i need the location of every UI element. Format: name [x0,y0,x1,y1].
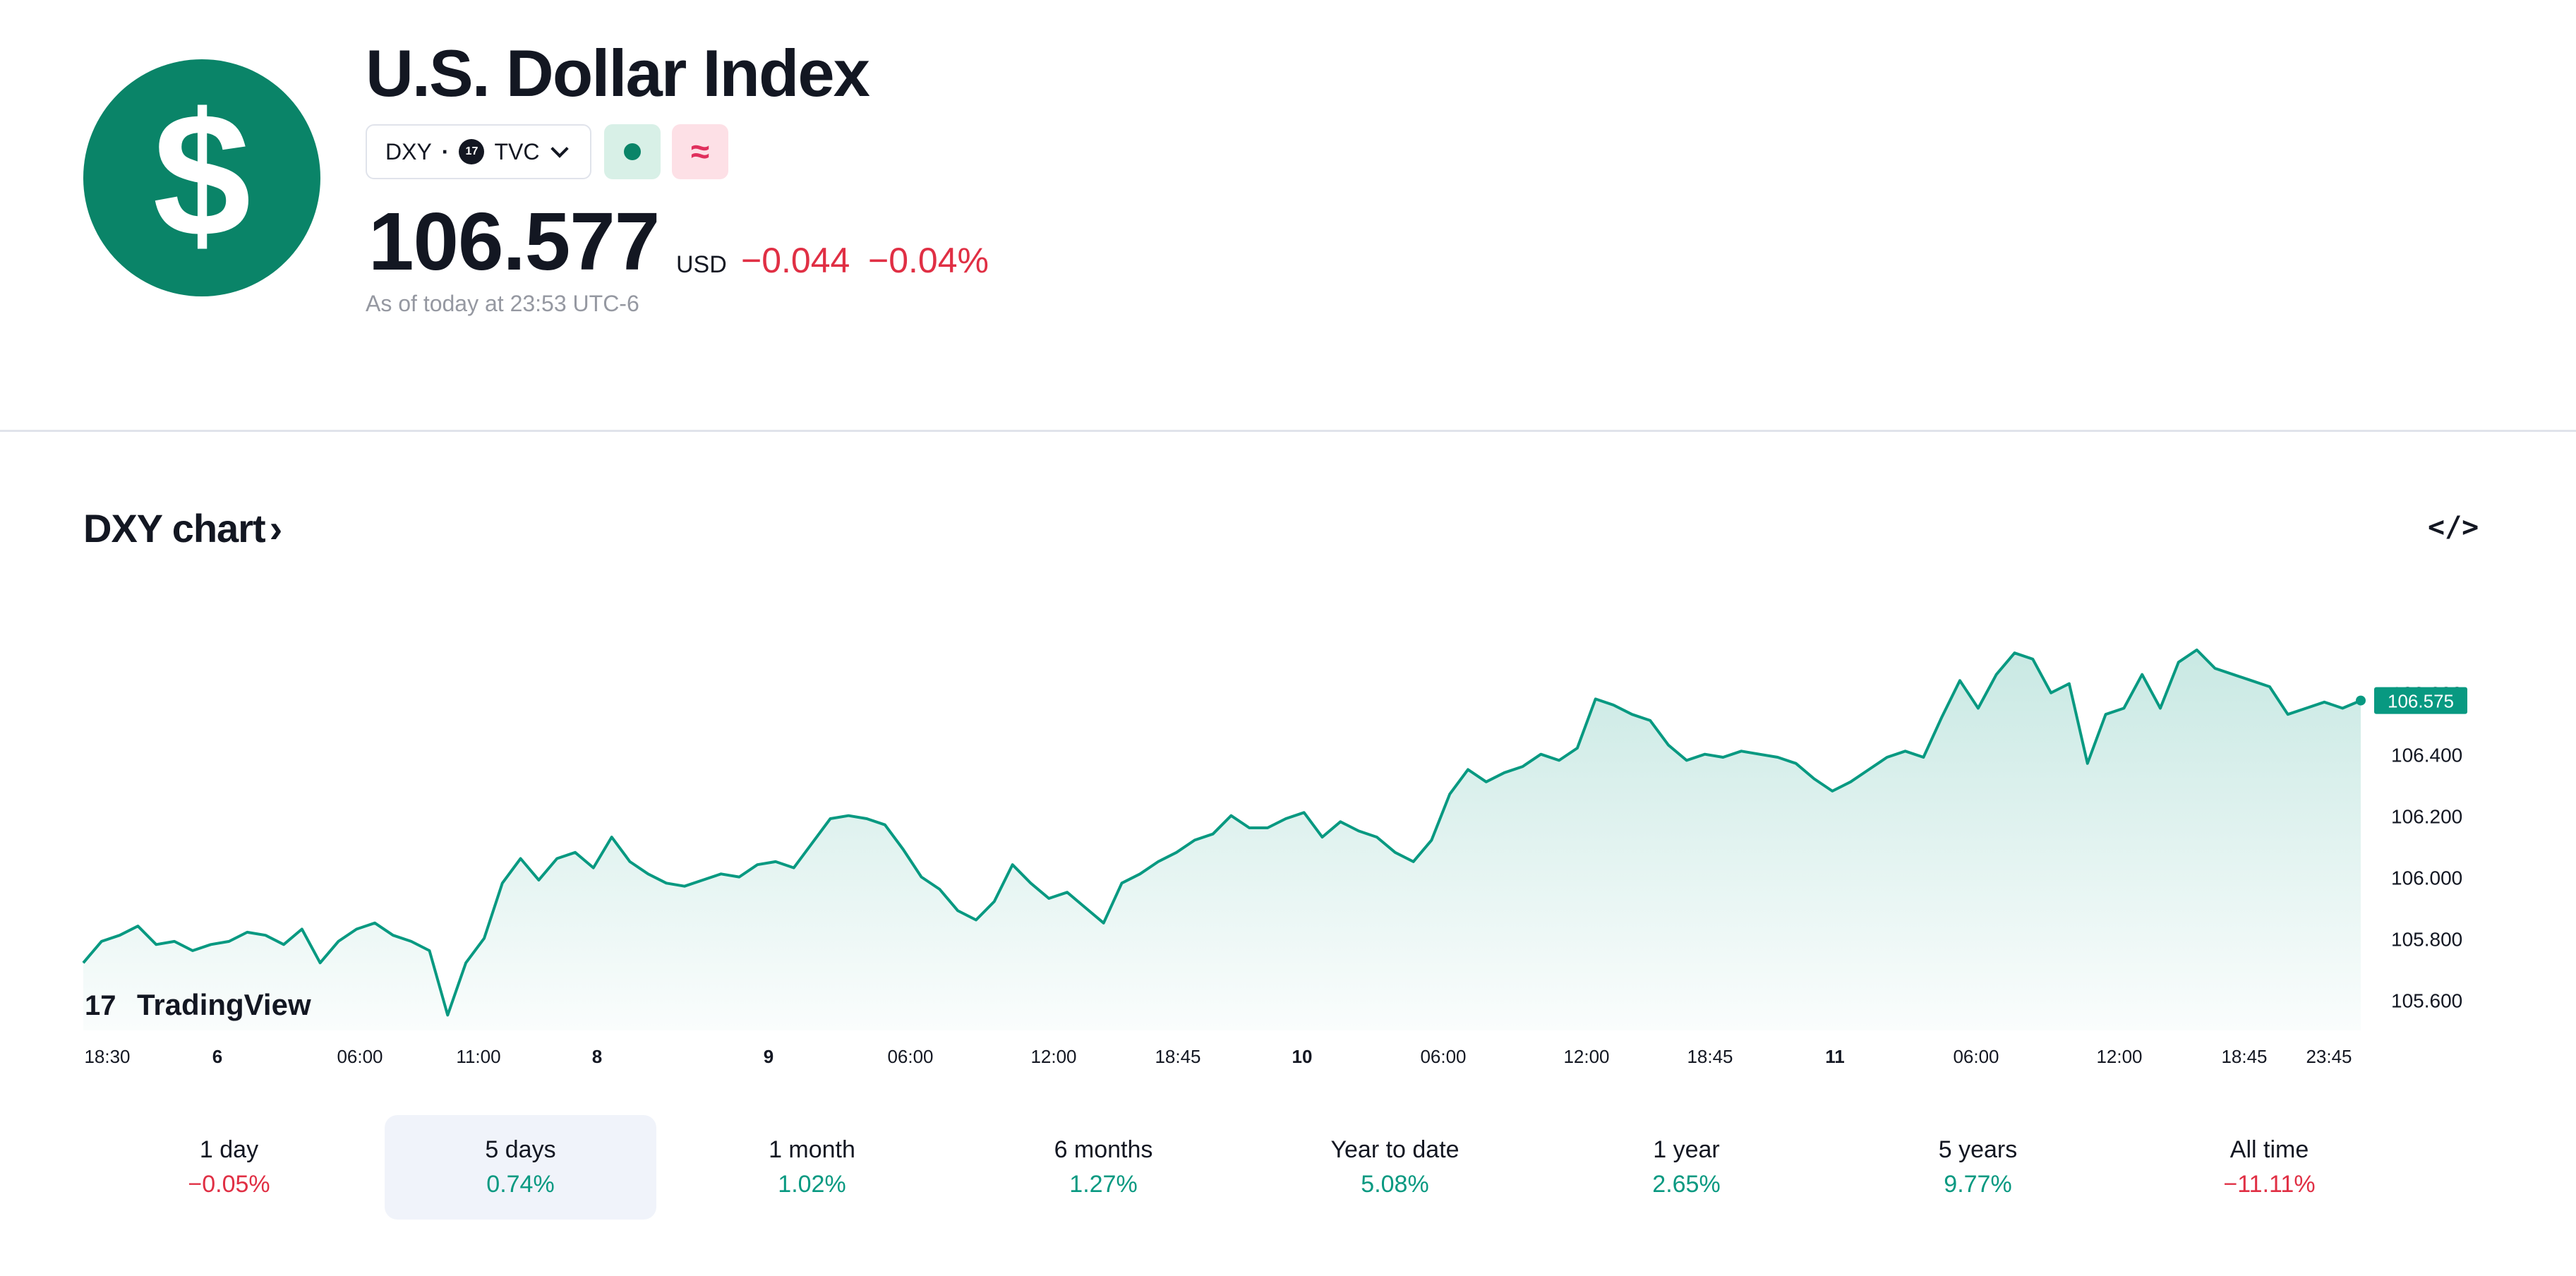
period-label: 1 day [199,1136,259,1163]
y-tick-label: 105.600 [2391,990,2462,1012]
price-change-percent: −0.04% [868,241,989,280]
period-change-value: 5.08% [1361,1171,1429,1198]
market-status-dot-icon [624,143,641,160]
last-value-badge [2374,687,2467,714]
period-change-value: 9.77% [1944,1171,2012,1198]
market-status-button[interactable] [604,124,661,179]
symbol-label: DXY [385,138,432,164]
derived-data-button[interactable]: ≈ [672,124,728,179]
chart-title-text: DXY chart [83,506,266,550]
x-tick-label: 8 [592,1046,602,1067]
currency-label: USD [676,251,727,278]
last-price-point [2356,695,2366,706]
x-tick-label: 06:00 [1420,1046,1466,1067]
y-tick-label: 106.400 [2391,745,2462,766]
chevron-down-icon [550,140,570,158]
period-change-value: 0.74% [486,1171,555,1198]
separator-dot: · [441,138,450,164]
period-label: Year to date [1330,1136,1459,1163]
period-change-value: −0.05% [188,1171,270,1198]
price-change-absolute: −0.044 [741,241,850,280]
period-label: 5 days [485,1136,556,1163]
x-tick-label: 06:00 [1953,1046,1999,1067]
x-tick-label: 11:00 [456,1046,500,1067]
period-tab[interactable]: 6 months 1.27% [968,1115,1239,1220]
period-label: 5 years [1938,1136,2018,1163]
approx-icon: ≈ [690,133,710,171]
tradingview-logo-icon: 17 [85,990,116,1021]
period-label: 1 month [769,1136,855,1163]
x-tick-label: 06:00 [887,1046,933,1067]
x-tick-label: 10 [1292,1046,1313,1067]
period-change-value: 1.02% [778,1171,846,1198]
embed-code-icon[interactable]: </> [2428,511,2479,543]
chevron-right-icon: › [269,506,283,550]
period-tab[interactable]: 5 days 0.74% [385,1115,656,1220]
x-tick-label: 18:30 [84,1046,130,1067]
last-value-label: 106.575 [2388,691,2454,712]
y-tick-label: 105.800 [2391,929,2462,951]
period-label: 6 months [1054,1136,1153,1163]
x-tick-label: 11 [1825,1046,1845,1067]
as-of-timestamp: As of today at 23:53 UTC-6 [366,291,639,316]
x-tick-label: 12:00 [1563,1046,1609,1067]
symbol-exchange-dropdown[interactable]: DXY · 17 TVC [366,124,591,179]
period-tab[interactable]: 5 years 9.77% [1842,1115,2114,1220]
period-tab[interactable]: 1 day −0.05% [93,1115,365,1220]
period-label: 1 year [1653,1136,1720,1163]
y-tick-label: 106.000 [2391,867,2462,889]
x-tick-label: 12:00 [1030,1046,1076,1067]
price-value: 106.577 [368,195,660,287]
x-tick-label: 12:00 [2096,1046,2142,1067]
period-selector: 1 day −0.05% 5 days 0.74% 1 month 1.02% 6 mont… [83,1115,2415,1220]
page-title: U.S. Dollar Index [366,36,870,110]
period-tab[interactable]: Year to date 5.08% [1259,1115,1531,1220]
y-tick-label: 106.200 [2391,806,2462,828]
price-chart[interactable]: 105.600105.800106.000106.200106.400106.6… [0,607,2576,1101]
period-change-value: 1.27% [1069,1171,1138,1198]
dollar-sign-glyph: $ [152,76,251,273]
price-area-fill [83,649,2361,1030]
x-tick-label: 9 [764,1046,774,1067]
period-change-value: −11.11% [2223,1171,2316,1198]
period-tab[interactable]: 1 month 1.02% [676,1115,948,1220]
period-tab[interactable]: All time −11.11% [2133,1115,2405,1220]
x-tick-label: 6 [212,1046,222,1067]
period-change-value: 2.65% [1652,1171,1721,1198]
section-divider [0,430,2576,432]
x-tick-label: 23:45 [2306,1046,2352,1067]
exchange-label: TVC [494,138,540,164]
price-line-series [82,648,2361,1017]
x-tick-label: 18:45 [2221,1046,2267,1067]
period-tab[interactable]: 1 year 2.65% [1551,1115,1822,1220]
tradingview-watermark: TradingView [137,988,311,1021]
x-tick-label: 06:00 [337,1046,383,1067]
x-tick-label: 18:45 [1687,1046,1733,1067]
period-label: All time [2229,1136,2309,1163]
chart-title-link[interactable]: DXY chart › [83,505,282,551]
dollar-logo-icon: $ [83,59,320,296]
x-tick-label: 18:45 [1155,1046,1200,1067]
exchange-logo-icon: 17 [459,139,485,164]
